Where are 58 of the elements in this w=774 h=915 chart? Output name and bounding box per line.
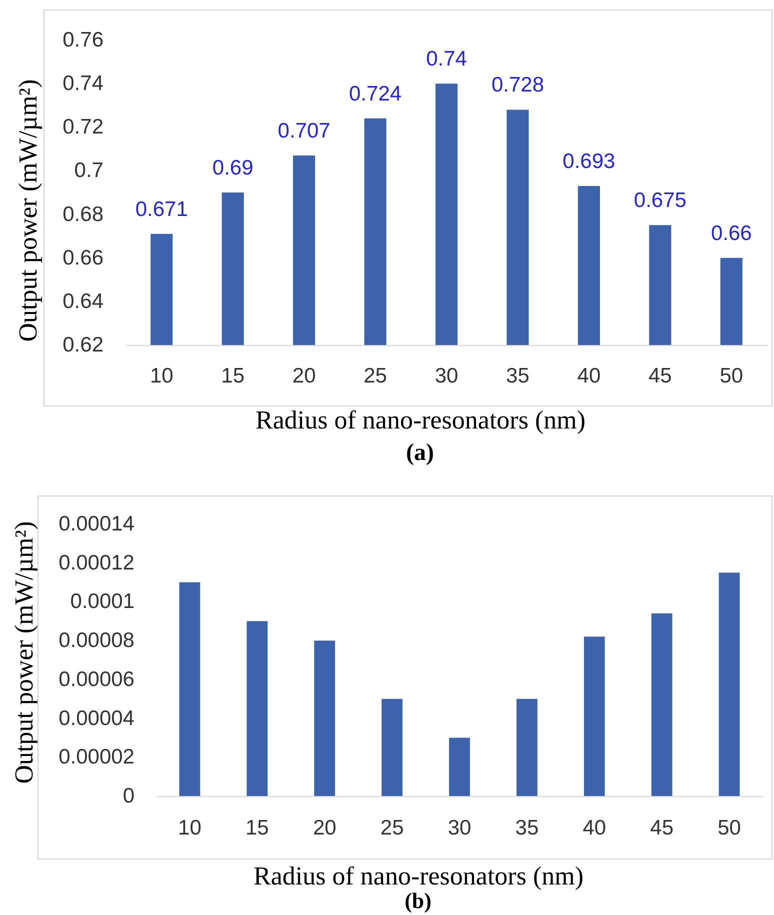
y-tick-label: 0.66 — [62, 246, 104, 270]
data-label: 0.74 — [426, 48, 468, 71]
bar — [246, 621, 268, 796]
y-tick-label: 0.74 — [62, 72, 104, 96]
x-tick-label: 35 — [506, 364, 530, 388]
y-tick-label: 0.00006 — [58, 668, 134, 691]
y-tick-label: 0 — [122, 784, 134, 808]
data-label: 0.69 — [212, 156, 254, 180]
y-tick-label: 0.00008 — [58, 629, 134, 652]
bar — [584, 636, 605, 796]
x-tick-label: 50 — [718, 816, 741, 840]
x-tick-label: 15 — [245, 816, 269, 840]
x-tick-label: 35 — [515, 816, 539, 840]
bar — [314, 640, 336, 796]
y-tick-label: 0.0001 — [70, 590, 134, 614]
y-tick-label: 0.00012 — [58, 551, 134, 574]
x-tick-label: 40 — [582, 816, 606, 840]
y-tick-label: 0.72 — [62, 116, 104, 139]
x-tick-label: 30 — [434, 364, 458, 388]
y-tick-label: 0.76 — [62, 28, 104, 52]
y-tick-label: 0.00014 — [58, 512, 135, 536]
data-label: 0.724 — [348, 82, 402, 106]
bar — [449, 738, 470, 796]
x-tick-label: 25 — [364, 364, 387, 388]
data-label: 0.707 — [278, 119, 330, 142]
x-tick-label: 10 — [150, 364, 174, 388]
x-axis-title: Radius of nano-resonators (nm) — [254, 862, 584, 890]
x-tick-label: 25 — [380, 816, 404, 840]
x-tick-label: 30 — [448, 816, 472, 840]
bar — [718, 572, 740, 796]
data-label: 0.675 — [634, 189, 686, 212]
bar — [651, 613, 672, 796]
text: (a) — [406, 440, 434, 466]
bar — [516, 698, 538, 796]
y-tick-label: 0.62 — [62, 334, 104, 356]
x-tick-label: 50 — [720, 364, 744, 388]
x-axis-title: Radius of nano-resonators (nm) — [256, 406, 586, 434]
y-tick-label: 0.00002 — [58, 746, 134, 769]
y-tick-label: 0.7 — [74, 159, 104, 182]
x-tick-label: 45 — [648, 364, 672, 388]
data-label: 0.693 — [562, 150, 616, 173]
data-label: 0.671 — [135, 198, 188, 221]
x-tick-label: 40 — [577, 364, 601, 388]
bar — [382, 698, 403, 796]
x-tick-label: 15 — [221, 364, 245, 388]
x-tick-label: 20 — [312, 816, 336, 840]
y-axis-title: Output power (mW/µm²) — [10, 521, 38, 784]
y-tick-label: 0.68 — [62, 202, 104, 226]
y-tick-label: 0.00004 — [58, 706, 135, 730]
x-tick-label: 20 — [292, 364, 316, 388]
x-tick-label: 45 — [650, 816, 674, 840]
y-tick-label: 0.64 — [62, 290, 104, 313]
data-label: 0.728 — [491, 74, 544, 97]
x-tick-label: 10 — [178, 816, 202, 840]
data-label: 0.66 — [710, 222, 752, 245]
text: (b) — [404, 888, 432, 913]
y-axis-title: Output power (mW/µm²) — [14, 79, 42, 342]
bar — [179, 582, 200, 796]
